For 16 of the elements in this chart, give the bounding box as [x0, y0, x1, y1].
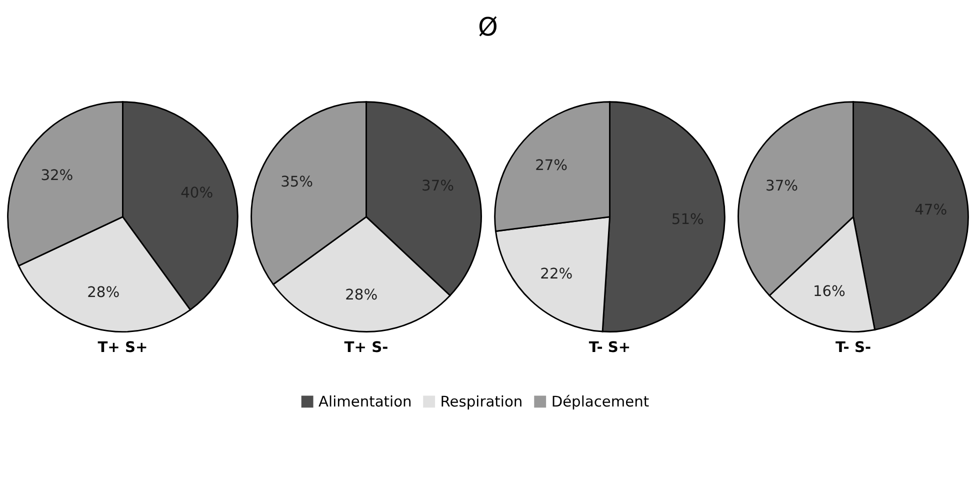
legend-label: Respiration	[440, 394, 523, 411]
data-label: 32%	[40, 166, 74, 184]
chart-title: Ø	[478, 12, 498, 42]
data-label: 27%	[535, 157, 568, 174]
legend-label: Déplacement	[551, 394, 650, 411]
text: T+ S+	[98, 339, 148, 356]
text: T- S+	[588, 339, 631, 356]
data-label: 35%	[280, 173, 314, 190]
text: T- S-	[835, 339, 872, 356]
data-label: 16%	[812, 282, 846, 300]
data-label: 28%	[345, 286, 378, 304]
legend-label: Alimentation	[318, 394, 412, 411]
data-label: 22%	[540, 265, 573, 282]
data-label: 28%	[87, 284, 120, 302]
data-label: 37%	[766, 178, 798, 195]
text: T+ S-	[344, 339, 388, 356]
